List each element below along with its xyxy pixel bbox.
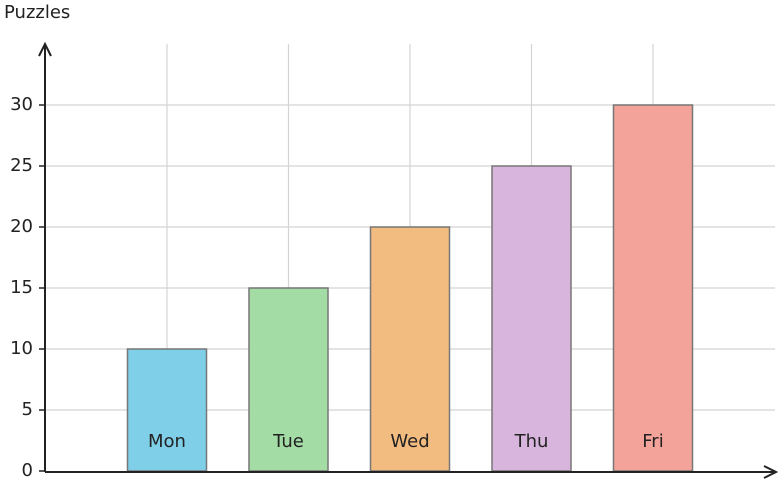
- x-tick-label: Wed: [390, 431, 429, 452]
- x-axis-arrow: [763, 465, 778, 479]
- y-tick-label: 5: [22, 399, 33, 420]
- bars: Mon Tue Wed Thu Fri: [126, 104, 694, 472]
- y-axis-label: Puzzles: [4, 2, 70, 23]
- y-tick-label: 15: [10, 277, 33, 298]
- bar: [126, 348, 208, 472]
- y-tick-label: 20: [10, 216, 33, 237]
- bar: [369, 226, 451, 472]
- bar: [248, 287, 329, 472]
- axes: 0 5 10 15 20 25 30: [10, 41, 778, 481]
- y-tick-label: 0: [22, 460, 33, 481]
- x-tick-label: Thu: [514, 431, 549, 452]
- y-tick-label: 10: [10, 338, 33, 359]
- x-tick-label: Fri: [642, 431, 663, 452]
- x-tick-label: Tue: [272, 431, 304, 452]
- bar: [491, 165, 572, 472]
- y-tick-label: 25: [10, 155, 33, 176]
- bar: [612, 104, 694, 472]
- y-tick-label: 30: [10, 94, 33, 115]
- x-tick-label: Mon: [148, 431, 186, 452]
- y-axis-arrow: [38, 41, 52, 57]
